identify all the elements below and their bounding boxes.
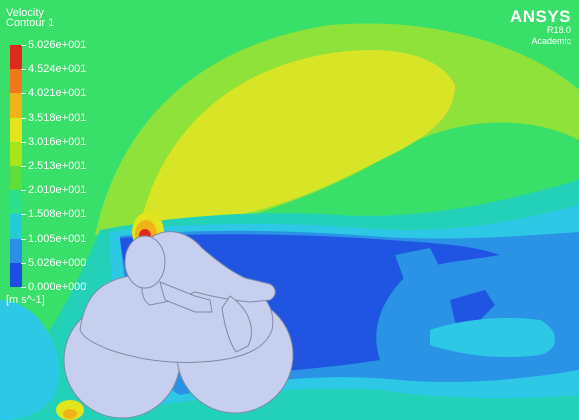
legend-swatch bbox=[10, 141, 22, 167]
legend-label: 3.016e+001 bbox=[28, 135, 87, 148]
recirculation-pocket-2 bbox=[450, 290, 495, 330]
legend-swatch bbox=[10, 69, 22, 94]
legend-label: 1.508e+001 bbox=[28, 208, 87, 221]
legend-tick bbox=[21, 214, 26, 216]
rider-torso bbox=[141, 231, 276, 306]
rider-leg bbox=[221, 295, 252, 353]
legend-tick bbox=[21, 117, 26, 119]
legend-tick bbox=[21, 238, 26, 240]
legend-swatch bbox=[10, 166, 22, 191]
brand-version: R18.0 bbox=[546, 25, 571, 35]
legend-tick bbox=[21, 262, 26, 264]
legend-label: 2.513e+001 bbox=[28, 160, 87, 172]
recirculation-pocket-3 bbox=[430, 318, 555, 357]
legend-swatch bbox=[10, 214, 22, 240]
legend-contour-name: Contour 1 bbox=[6, 17, 55, 29]
legend-label: 3.518e+001 bbox=[28, 111, 87, 124]
legend-swatch bbox=[10, 262, 22, 288]
legend-label: 4.021e+001 bbox=[28, 87, 87, 100]
front-cyan-band bbox=[0, 300, 60, 420]
legend-tick bbox=[21, 287, 26, 288]
legend-label: 2.010e+001 bbox=[28, 184, 87, 197]
motorcycle-rider-body bbox=[63, 231, 294, 419]
legend-tick bbox=[21, 141, 26, 143]
recirculation-pocket-1 bbox=[395, 248, 440, 290]
brand-edition: Academic bbox=[531, 36, 571, 46]
ground-stagnation-core bbox=[63, 409, 77, 419]
legend-tick bbox=[21, 69, 26, 71]
legend-label: 0.000e+000 bbox=[28, 281, 87, 293]
legend-swatch bbox=[10, 117, 22, 143]
legend-swatch bbox=[10, 190, 22, 215]
legend-tick bbox=[21, 190, 26, 192]
high-velocity-arch-inner bbox=[140, 49, 455, 227]
legend-label: 5.026e+000 bbox=[28, 256, 87, 269]
legend-swatch bbox=[10, 93, 22, 119]
rider-helmet bbox=[124, 235, 166, 289]
legend-label: 1.005e+001 bbox=[28, 232, 87, 245]
legend-swatch bbox=[10, 45, 22, 70]
rider-arm bbox=[159, 281, 213, 313]
legend-label: 5.026e+001 bbox=[28, 39, 87, 51]
legend-color-bar bbox=[10, 45, 22, 288]
legend-tick bbox=[21, 166, 26, 167]
ansys-logo: ANSYS R18.0 Academic bbox=[481, 8, 571, 47]
brand-name: ANSYS bbox=[509, 7, 571, 26]
legend-label: 4.524e+001 bbox=[28, 63, 87, 76]
legend-swatch bbox=[10, 238, 22, 264]
legend-unit: [m s^-1] bbox=[6, 294, 45, 306]
legend-quantity-title: Velocity bbox=[6, 7, 44, 19]
color-legend: Velocity Contour 1 5.026e+001 4.524e+001… bbox=[6, 8, 126, 328]
legend-tick bbox=[21, 93, 26, 95]
legend-tick bbox=[21, 45, 26, 46]
